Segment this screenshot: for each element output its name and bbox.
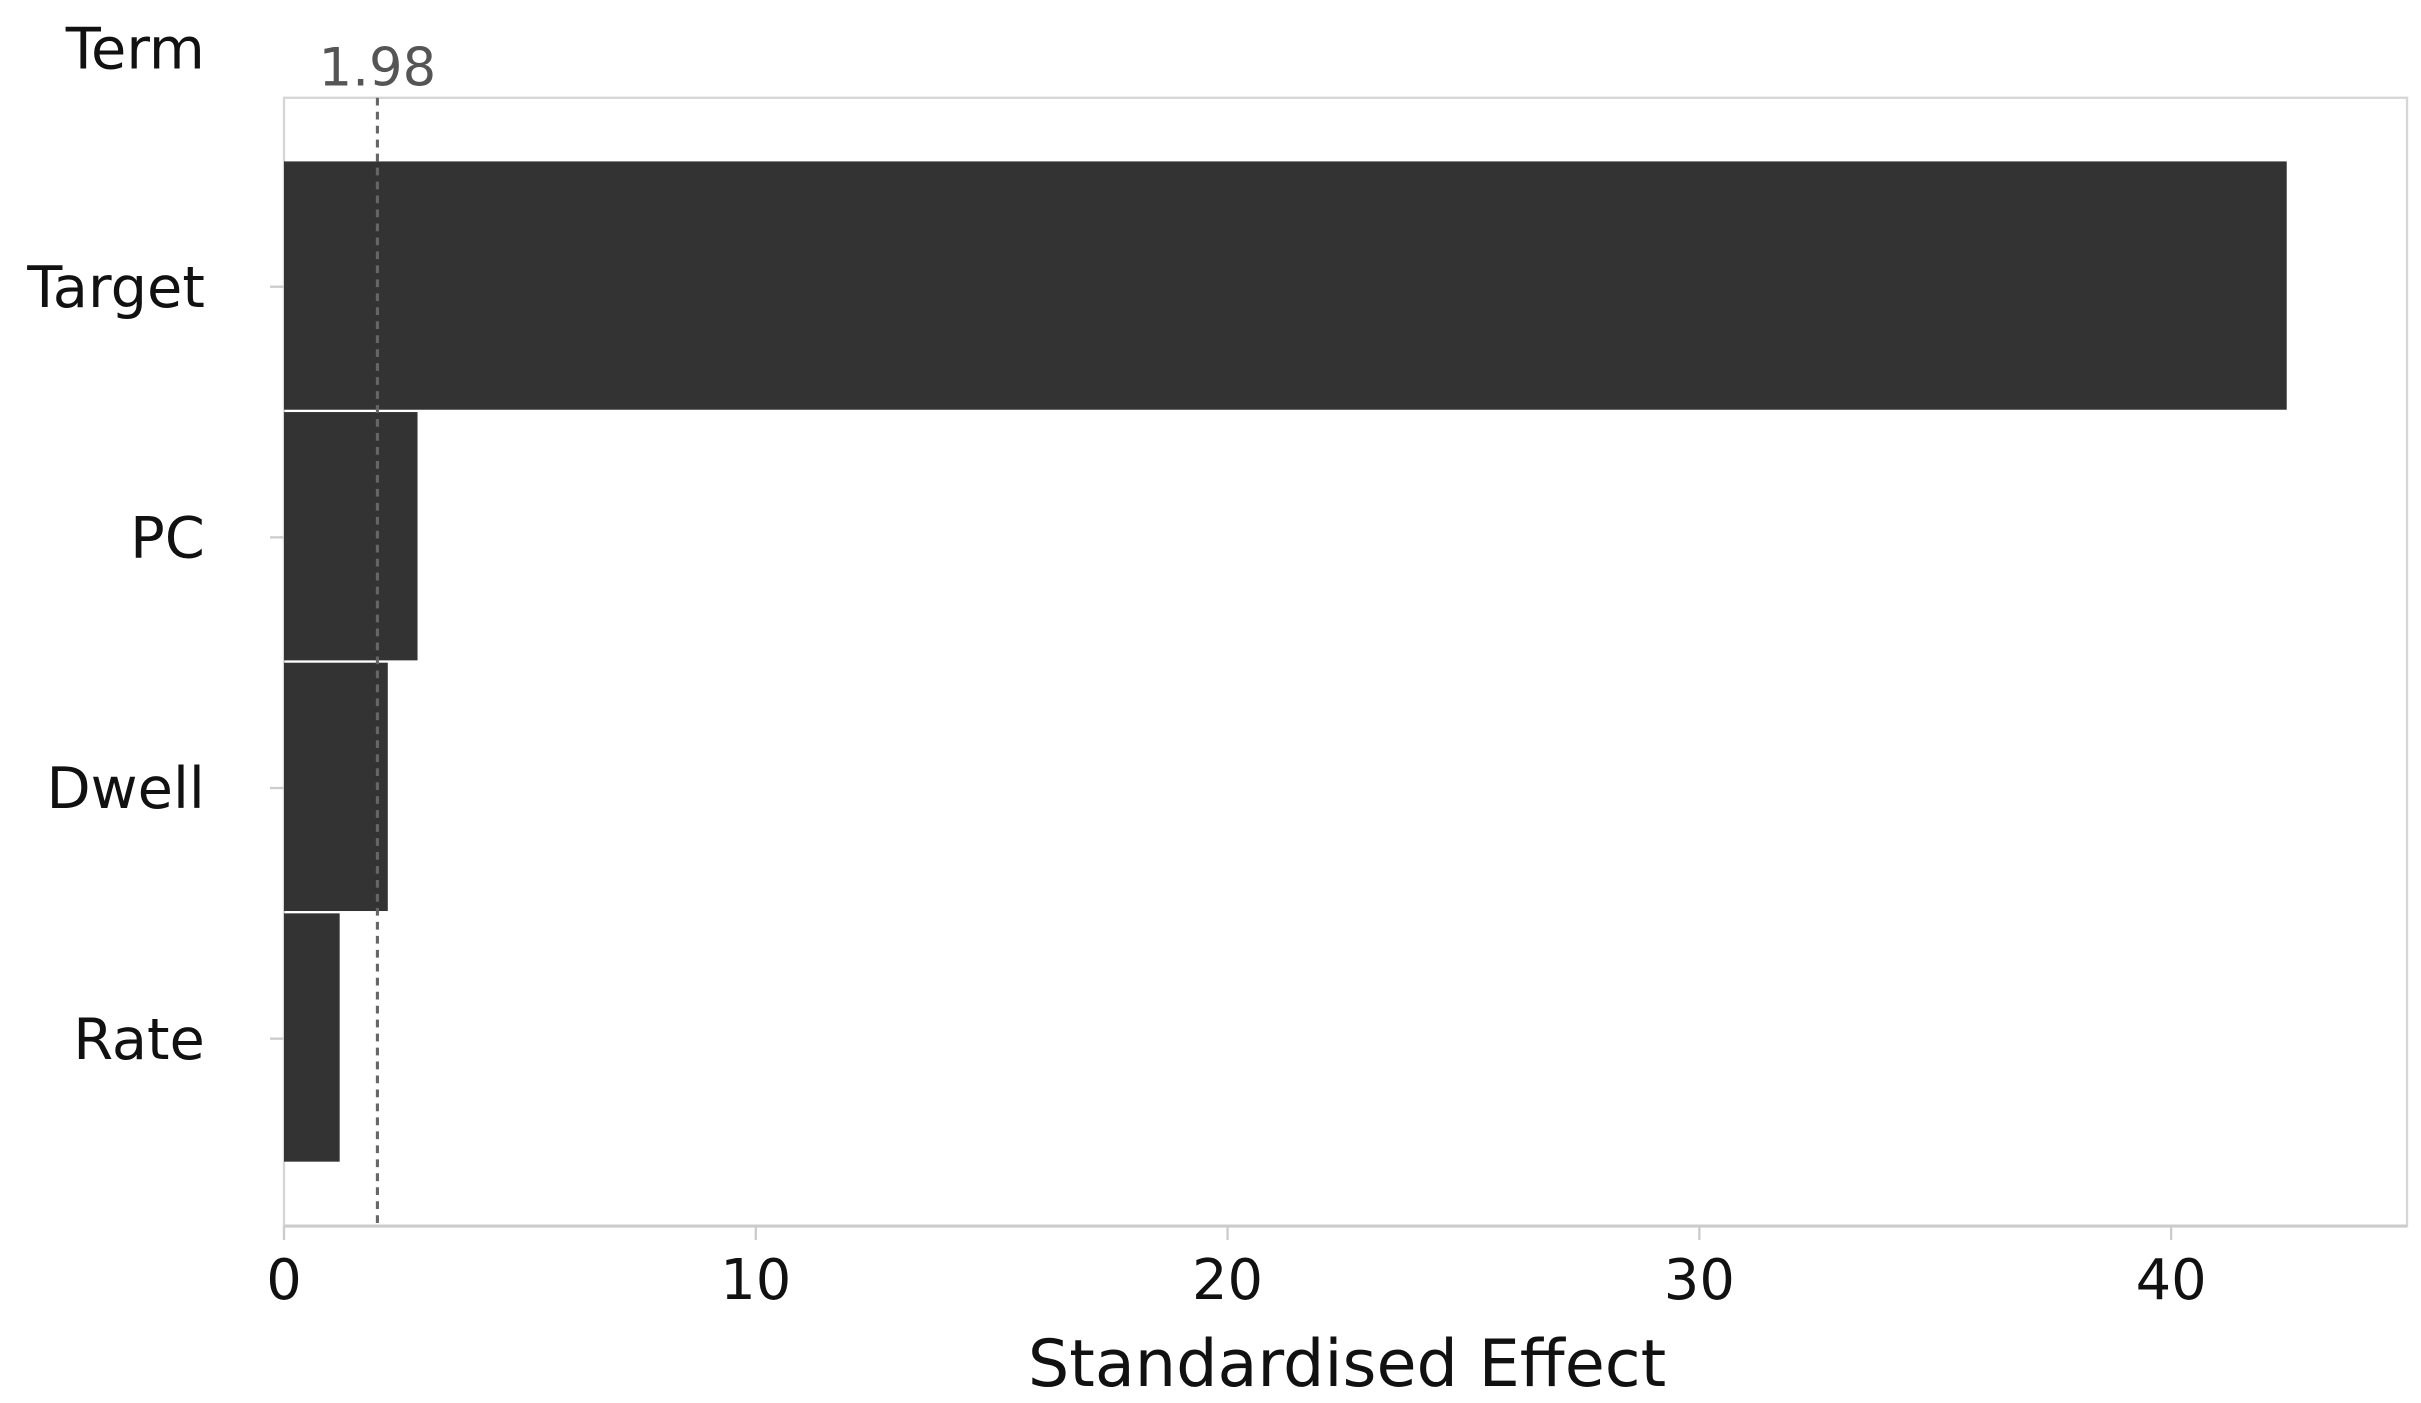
bar-target	[284, 161, 2287, 410]
bar-dwell	[284, 662, 388, 912]
x-tick-label: 40	[2136, 1248, 2207, 1313]
x-tick-label: 30	[1664, 1248, 1735, 1313]
x-axis-title: Standardised Effect	[1028, 1326, 1666, 1402]
category-label: PC	[130, 505, 205, 572]
category-label: Rate	[73, 1006, 205, 1073]
category-label: Target	[26, 254, 205, 321]
bar-pc	[284, 412, 418, 661]
bar-rate	[284, 913, 340, 1162]
category-label: Dwell	[46, 755, 204, 822]
x-tick-label: 0	[266, 1248, 302, 1313]
x-tick-label: 20	[1192, 1248, 1263, 1313]
reference-line-label: 1.98	[319, 37, 436, 98]
x-tick-label: 10	[720, 1248, 791, 1313]
y-axis-title: Term	[65, 15, 205, 82]
